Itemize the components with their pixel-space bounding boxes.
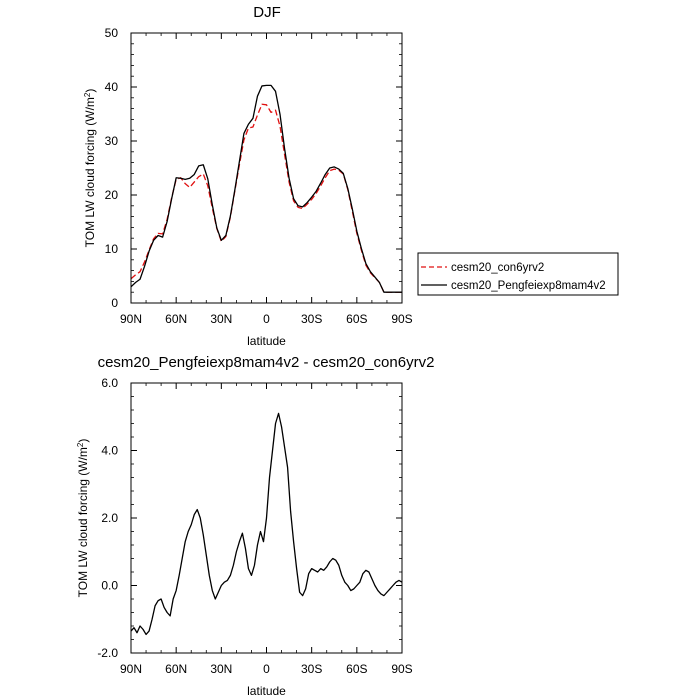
top-y-tick-label-5: 50 [105,26,119,40]
bottom-axes-frame [130,382,403,654]
bottom-x-tick-label-5: 60S [346,662,367,676]
top-y-tick-label-2: 20 [105,188,119,202]
bottom-y-tick-label-3: 4.0 [101,444,118,458]
bottom-x-tick-label-4: 30S [301,662,322,676]
top-series-line-cesm20-pengfeiexp8mam4v2 [130,84,402,293]
top-plot-area: 90N 60N 30N 0 30S 60S 90S 0 10 20 30 40 50 [105,26,413,326]
top-y-tick-label-1: 10 [105,242,119,256]
bottom-plot-area: 90N 60N 30N 0 30S 60S 90S -2.0 0.0 2.0 4.0 6.0 [97,376,412,676]
bottom-y-tick-label-1: 0.0 [101,579,118,593]
bottom-x-tick-label-1: 60N [165,662,187,676]
bottom-y-axis-label: TOM LW cloud forcing (W/m2) [76,439,91,598]
bottom-x-tick-label-2: 30N [210,662,232,676]
top-x-tick-label-3: 0 [263,312,270,326]
bottom-title: cesm20_Pengfeiexp8mam4v2 - cesm20_con6yr… [98,354,435,371]
top-y-tick-label-3: 30 [105,134,119,148]
top-x-tick-label-1: 60N [165,312,187,326]
top-x-tick-label-6: 90S [391,312,412,326]
bottom-y-tick-label-0: -2.0 [97,646,118,660]
bottom-y-tick-label-2: 2.0 [101,511,118,525]
top-x-axis-label: latitude [247,334,286,348]
legend-label-con6yrv2: cesm20_con6yrv2 [451,262,544,274]
top-axes-frame [130,32,403,304]
top-y-axis-label: TOM LW cloud forcing (W/m2) [83,89,98,248]
bottom-x-tick-label-6: 90S [391,662,412,676]
top-panel: DJF 90N 60N 30N 0 30S 60S 90S 0 10 20 30 40 50 latit… [83,4,413,348]
top-title: DJF [253,4,281,21]
top-x-tick-label-5: 60S [346,312,367,326]
legend: cesm20_con6yrv2 cesm20_Pengfeiexp8mam4v2 [417,252,619,296]
bottom-x-tick-label-3: 0 [263,662,270,676]
top-x-tick-label-0: 90N [120,312,142,326]
bottom-x-axis-label: latitude [247,684,286,698]
bottom-series-line-difference [130,412,403,636]
top-y-tick-label-0: 0 [111,296,118,310]
top-x-tick-label-2: 30N [210,312,232,326]
bottom-panel: cesm20_Pengfeiexp8mam4v2 - cesm20_con6yr… [76,354,435,698]
bottom-x-tick-label-0: 90N [120,662,142,676]
legend-label-pengfeiexp8mam4v2: cesm20_Pengfeiexp8mam4v2 [451,280,606,292]
top-x-tick-label-4: 30S [301,312,322,326]
legend-box [417,252,619,296]
top-y-tick-label-4: 40 [105,80,119,94]
bottom-y-tick-label-4: 6.0 [101,376,118,390]
